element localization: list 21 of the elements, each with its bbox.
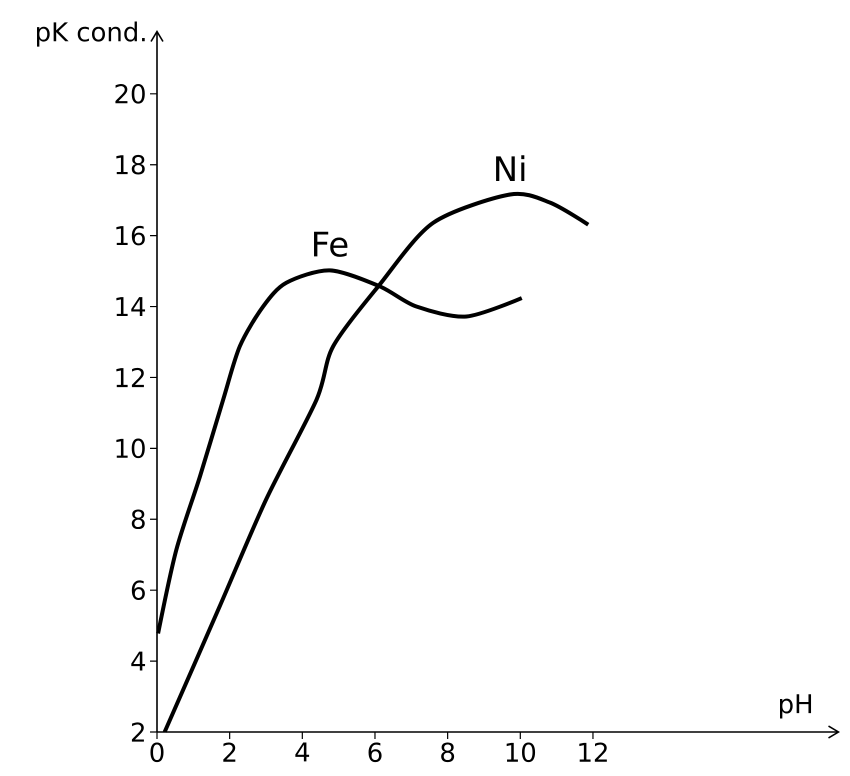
- y-tick-label: 6: [132, 580, 145, 600]
- y-tick-label: 20: [115, 84, 145, 104]
- y-tick-label: 8: [132, 509, 145, 530]
- y-tick-label: 18: [116, 154, 145, 175]
- y-tick-label: 2: [132, 722, 144, 742]
- y-tick-label: 16: [116, 226, 145, 246]
- series-label: Ni: [496, 155, 524, 182]
- y-tick-label: 10: [116, 438, 145, 458]
- x-tick-label: 2: [223, 742, 236, 762]
- x-tick-label: 8: [441, 742, 454, 762]
- series-label: Fe: [314, 232, 348, 257]
- x-tick-label: 6: [368, 742, 382, 762]
- x-tick-label: 12: [579, 742, 607, 762]
- x-tick-label: 4: [295, 742, 310, 762]
- y-tick-label: 12: [116, 368, 144, 388]
- y-axis-title: pK cond.: [37, 22, 145, 47]
- x-tick-label: 10: [506, 742, 536, 762]
- x-axis-title: pH: [780, 694, 812, 719]
- x-tick-label: 0: [150, 742, 164, 762]
- y-tick-label: 4: [131, 652, 146, 671]
- y-tick-label: 14: [116, 297, 146, 316]
